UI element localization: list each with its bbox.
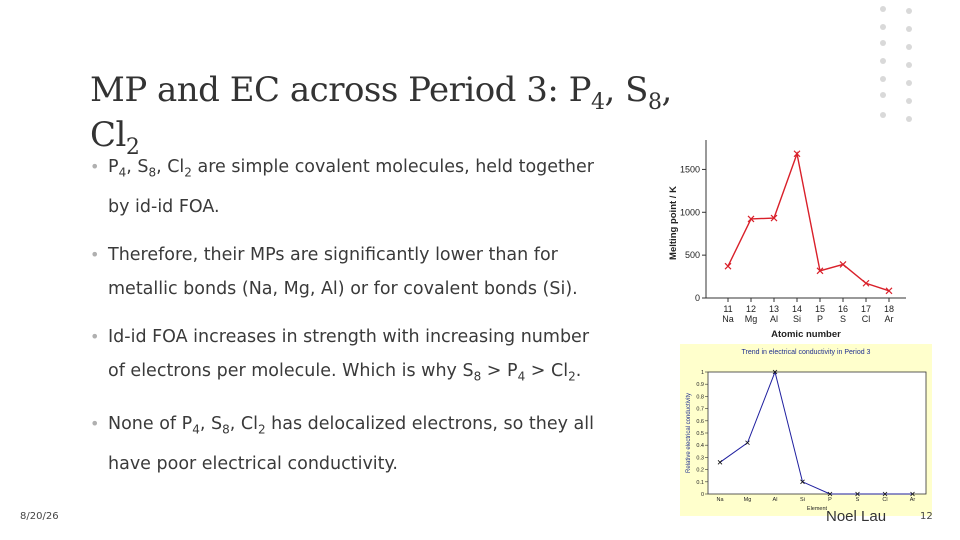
y-tick-label: 0.8 <box>696 394 704 400</box>
x-element-label: Na <box>722 314 734 324</box>
x-element-label: Al <box>770 314 778 324</box>
conductivity-data-point <box>717 459 723 465</box>
y-tick-label: 0.7 <box>696 407 704 413</box>
conductivity-data-point <box>855 491 860 497</box>
footer-author: Noel Lau <box>826 508 887 525</box>
x-element-label: Cl <box>862 314 871 324</box>
conductivity-data-point <box>882 491 888 497</box>
conductivity-data-point <box>745 440 750 446</box>
footer-page-number: 12 <box>920 511 933 522</box>
x-tick-label: S <box>856 497 860 503</box>
y-tick-label: 0.2 <box>696 468 704 474</box>
decorative-dot <box>880 92 886 98</box>
x-axis-label: Atomic number <box>771 329 841 340</box>
y-tick-label: 500 <box>685 250 700 260</box>
y-axis-label: Relative electrical conductivity <box>686 393 692 473</box>
decorative-dot <box>880 6 886 12</box>
bullet-item-1: P4, S8, Cl2 are simple covalent molecule… <box>86 150 606 224</box>
conductivity-data-point <box>827 491 833 497</box>
conductivity-chart: Trend in electrical conductivity in Peri… <box>680 344 932 516</box>
y-tick-label: 0.3 <box>696 455 704 461</box>
decorative-dot <box>906 80 912 86</box>
conductivity-data-point <box>772 369 778 375</box>
y-tick-label: 0.6 <box>696 419 704 425</box>
decorative-dot <box>880 76 886 82</box>
slide-title: MP and EC across Period 3: P4, S8, Cl2 <box>90 70 672 160</box>
decorative-dot <box>880 24 886 30</box>
melting-point-data-point <box>862 279 870 287</box>
x-tick-label: Ar <box>910 497 916 503</box>
x-axis-label: Element <box>807 506 828 512</box>
y-tick-label: 1500 <box>680 164 700 174</box>
decorative-dot <box>880 112 886 118</box>
x-tick-label: Si <box>800 497 805 503</box>
y-tick-label: 1 <box>701 370 704 376</box>
y-axis-label: Melting point / K <box>668 186 679 260</box>
bullet-item-4: None of P4, S8, Cl2 has delocalized elec… <box>86 407 606 481</box>
melting-point-data-point <box>816 267 824 275</box>
x-tick-label: 14 <box>792 304 802 314</box>
bullet-list: P4, S8, Cl2 are simple covalent molecule… <box>86 150 606 495</box>
decorative-dot <box>906 26 912 32</box>
x-tick-label: 17 <box>861 304 871 314</box>
conductivity-data-point <box>800 479 805 485</box>
decorative-dots <box>880 0 920 130</box>
x-element-label: Si <box>793 314 801 324</box>
melting-point-data-point <box>724 262 732 270</box>
x-element-label: P <box>817 314 823 324</box>
x-tick-label: 16 <box>838 304 848 314</box>
x-tick-label: 11 <box>723 304 732 314</box>
chart-title: Trend in electrical conductivity in Peri… <box>742 349 871 356</box>
x-tick-label: 12 <box>746 304 756 314</box>
x-tick-label: Mg <box>744 497 752 503</box>
x-element-label: S <box>840 314 846 324</box>
y-tick-label: 1000 <box>680 207 700 217</box>
decorative-dot <box>906 8 912 14</box>
conductivity-series-line <box>719 370 913 495</box>
decorative-dot <box>906 116 912 122</box>
x-tick-label: 15 <box>815 304 825 314</box>
x-element-label: Ar <box>885 314 894 324</box>
decorative-dot <box>906 98 912 104</box>
y-tick-label: 0.9 <box>696 382 704 388</box>
x-tick-label: P <box>828 497 832 503</box>
x-element-label: Mg <box>745 314 758 324</box>
y-tick-label: 0.1 <box>696 480 704 486</box>
decorative-dot <box>906 62 912 68</box>
conductivity-data-point <box>910 491 915 497</box>
bullet-item-3: Id-id FOA increases in strength with inc… <box>86 320 606 394</box>
y-tick-label: 0.5 <box>696 431 704 437</box>
decorative-dot <box>880 40 886 46</box>
y-tick-label: 0.4 <box>696 443 704 449</box>
melting-point-data-point <box>770 214 778 222</box>
x-tick-label: Na <box>716 497 724 503</box>
melting-point-data-point <box>747 215 755 223</box>
decorative-dot <box>880 58 886 64</box>
decorative-dot <box>906 44 912 50</box>
x-tick-label: 13 <box>769 304 779 314</box>
y-tick-label: 0 <box>701 492 704 498</box>
x-tick-label: Cl <box>882 497 887 503</box>
melting-point-series-line <box>727 151 890 292</box>
x-tick-label: 18 <box>884 304 894 314</box>
y-tick-label: 0 <box>695 293 700 303</box>
melting-point-data-point <box>793 150 801 158</box>
bullet-item-2: Therefore, their MPs are significantly l… <box>86 238 606 306</box>
x-tick-label: Al <box>773 497 778 503</box>
melting-point-data-point <box>885 287 893 295</box>
plot-area <box>707 371 927 495</box>
melting-point-data-point <box>839 260 847 268</box>
footer-date: 8/20/26 <box>20 511 59 522</box>
